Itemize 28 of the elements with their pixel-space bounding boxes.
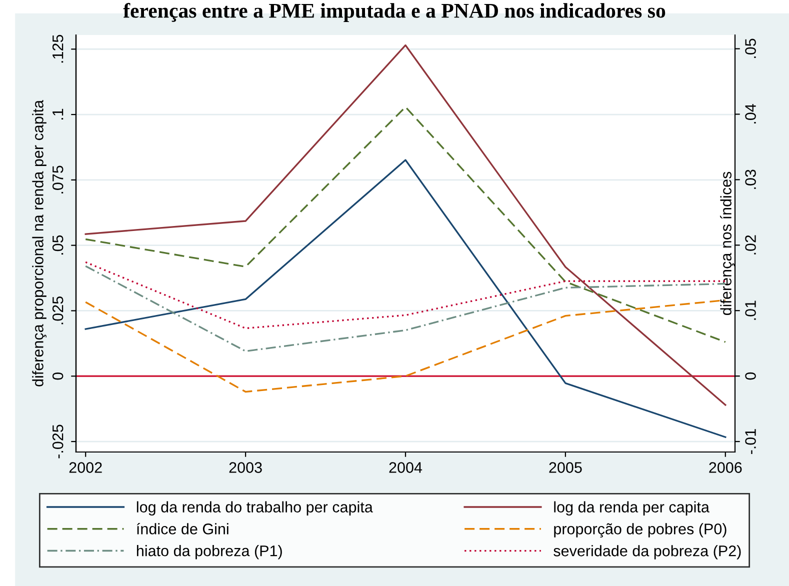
y-tick-label: .125 [52,34,64,63]
y-tick-label: .075 [52,166,64,194]
y-axis-title: diferença proporcional na renda per capita [32,100,46,386]
y2-tick-label: .04 [745,104,756,124]
x-tick-label: 2004 [389,462,422,473]
y2-tick-label: .01 [745,300,756,320]
y2-axis-title: diferença nos índices [720,172,735,316]
y2-tick-label: 0 [745,372,756,380]
x-tick-label: 2006 [709,462,742,473]
chart-title: ferenças entre a PME imputada e a PNAD nos indicadores so [123,2,666,22]
legend-label: proporção de pobres (P0) [554,523,726,538]
y-tick-label: 0 [52,372,64,380]
y-tick-label: .1 [52,108,64,120]
x-tick-label: 2003 [229,462,262,473]
legend-label: log da renda per capita [554,501,710,516]
y-tick-label: -.025 [52,424,64,458]
x-tick-label: 2002 [69,462,102,473]
y2-tick-label: .02 [745,235,756,254]
y2-tick-label: .05 [745,38,756,58]
legend-label: log da renda do trabalho per capita [136,501,373,516]
legend-label: severidade da pobreza (P2) [554,545,741,560]
y2-tick-label: -.01 [745,429,756,454]
y-tick-label: .025 [52,296,64,324]
x-tick-label: 2005 [549,462,582,473]
legend-label: hiato da pobreza (P1) [136,545,282,560]
y-tick-label: .05 [52,235,64,255]
y2-tick-label: .03 [745,170,756,189]
legend-label: índice de Gini [136,522,228,534]
